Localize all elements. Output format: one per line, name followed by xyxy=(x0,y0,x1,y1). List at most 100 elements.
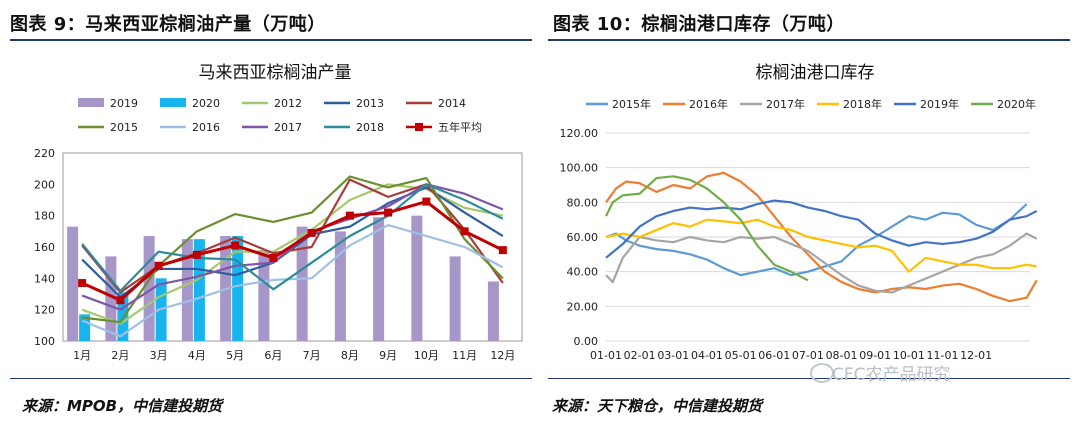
bar-2020 xyxy=(193,239,205,341)
bar-2019 xyxy=(334,231,346,341)
production-chart: 100 120 140 160 180 200 220 1月 2月 3月 4月 5月 6月 7月 8月 9月 1… xyxy=(34,97,523,362)
legend-label: 2013 xyxy=(356,97,384,110)
line-2018年 xyxy=(605,218,1037,273)
bar-2019 xyxy=(373,217,385,341)
x-tick-label: 07-01 xyxy=(792,349,824,362)
x-tick-label: 7月 xyxy=(303,349,321,362)
x-tick-label: 12-01 xyxy=(960,349,992,362)
y-tick-label: 60.00 xyxy=(567,231,599,244)
avg-marker xyxy=(116,296,125,305)
line-2016年 xyxy=(605,171,1038,303)
legend-label: 2018 xyxy=(356,121,384,134)
y-tick-label: 120 xyxy=(34,304,55,317)
wechat-icon xyxy=(810,363,834,383)
line-2019年 xyxy=(605,199,1038,259)
x-tick-label: 05-01 xyxy=(725,349,757,362)
bar-2019 xyxy=(105,256,117,341)
line-五年平均 xyxy=(81,200,504,302)
legend-label: 2020 xyxy=(192,97,220,110)
inventory-chart: 0.00 20.00 40.00 60.00 80.00 100.00 120.00 01-0… xyxy=(560,97,1038,362)
bar-2019 xyxy=(411,215,423,341)
legend-label: 2012 xyxy=(274,97,302,110)
legend-label: 2016年 xyxy=(689,97,728,111)
line-2018 xyxy=(81,183,504,292)
x-tick-label: 4月 xyxy=(188,349,206,362)
x-tick-label: 06-01 xyxy=(758,349,790,362)
avg-marker xyxy=(269,253,278,262)
legend-label: 2020年 xyxy=(997,97,1036,111)
legend-label: 五年平均 xyxy=(438,120,482,134)
y-tick-label: 180 xyxy=(34,210,55,223)
legend-marker xyxy=(415,123,423,131)
x-tick-label: 1月 xyxy=(73,349,91,362)
right-chart-title: 棕榈油港口库存 xyxy=(755,63,875,83)
avg-marker xyxy=(384,208,393,217)
avg-marker xyxy=(460,227,469,236)
y-tick-label: 200 xyxy=(34,178,55,191)
x-tick-label: 08-01 xyxy=(826,349,858,362)
avg-marker xyxy=(231,241,240,250)
legend-label: 2017年 xyxy=(766,97,805,111)
line-2015年 xyxy=(605,203,1028,277)
x-tick-label: 9月 xyxy=(379,349,397,362)
avg-marker xyxy=(307,228,316,237)
avg-marker xyxy=(192,250,201,259)
x-tick-label: 01-01 xyxy=(590,349,622,362)
bar-2019 xyxy=(258,250,270,341)
x-tick-label: 09-01 xyxy=(859,349,891,362)
bar-2020 xyxy=(232,236,244,341)
y-tick-label: 100.00 xyxy=(560,162,599,175)
left-source-rule xyxy=(10,378,532,379)
left-source: 来源：MPOB，中信建投期货 xyxy=(22,397,223,415)
legend-swatch xyxy=(160,98,186,107)
y-tick-label: 160 xyxy=(34,241,55,254)
right-title-rule xyxy=(548,39,1070,41)
bar-2019 xyxy=(296,226,308,341)
legend-label: 2015年 xyxy=(612,97,651,111)
x-tick-label: 5月 xyxy=(226,349,244,362)
x-tick-label: 11月 xyxy=(452,349,477,362)
legend-swatch xyxy=(78,98,104,107)
legend-label: 2014 xyxy=(438,97,466,110)
line-2020年 xyxy=(605,175,809,282)
x-tick-label: 6月 xyxy=(264,349,282,362)
avg-marker xyxy=(422,197,431,206)
left-panel-title: 图表 9：马来西亚棕榈油产量（万吨） xyxy=(10,14,326,35)
avg-marker xyxy=(154,261,163,270)
bar-2019 xyxy=(143,236,155,341)
x-tick-label: 11-01 xyxy=(927,349,959,362)
legend-label: 2018年 xyxy=(843,97,882,111)
right-source: 来源：天下粮仓，中信建投期货 xyxy=(552,397,763,415)
x-tick-label: 8月 xyxy=(341,349,359,362)
right-panel-title: 图表 10：棕榈油港口库存（万吨） xyxy=(553,14,845,35)
line-2016 xyxy=(81,223,504,338)
y-tick-label: 140 xyxy=(34,272,55,285)
avg-marker xyxy=(345,211,354,220)
right-source-rule xyxy=(548,378,1070,379)
bar-2019 xyxy=(487,281,499,341)
x-tick-label: 2月 xyxy=(111,349,129,362)
legend-label: 2019 xyxy=(110,97,138,110)
left-title-rule xyxy=(10,39,532,41)
y-tick-label: 20.00 xyxy=(567,300,599,313)
bar-2020 xyxy=(79,314,91,341)
watermark: CFC农产品研究 xyxy=(832,365,951,385)
legend-label: 2019年 xyxy=(920,97,959,111)
y-tick-label: 120.00 xyxy=(560,127,599,140)
line-2017年 xyxy=(605,232,1038,294)
avg-marker xyxy=(78,279,87,288)
x-tick-label: 10月 xyxy=(414,349,439,362)
line-2015 xyxy=(81,175,504,324)
bar-2019 xyxy=(67,226,79,341)
avg-marker xyxy=(498,246,507,255)
x-tick-label: 3月 xyxy=(150,349,168,362)
y-tick-label: 40.00 xyxy=(567,266,599,279)
left-chart-title: 马来西亚棕榈油产量 xyxy=(198,63,352,83)
x-tick-label: 04-01 xyxy=(691,349,723,362)
legend-label: 2015 xyxy=(110,121,138,134)
y-tick-label: 80.00 xyxy=(567,196,599,209)
x-tick-label: 12月 xyxy=(490,349,515,362)
x-tick-label: 10-01 xyxy=(893,349,925,362)
x-tick-label: 02-01 xyxy=(624,349,656,362)
bar-2019 xyxy=(449,256,461,341)
